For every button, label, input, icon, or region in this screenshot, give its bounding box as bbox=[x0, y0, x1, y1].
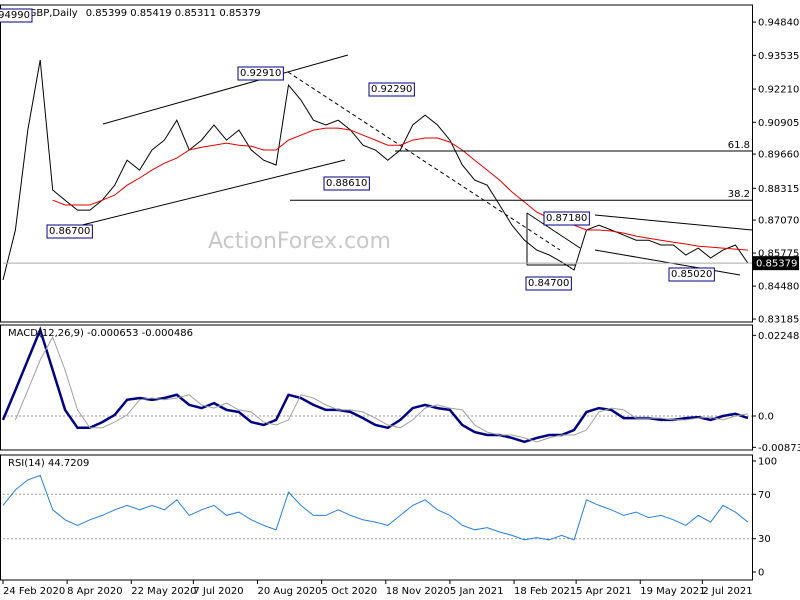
annotation-box bbox=[0, 8, 33, 23]
annotation-box bbox=[46, 224, 93, 239]
x-tick-label: 22 May 2020 bbox=[131, 586, 196, 597]
y-tick-label: 70 bbox=[758, 490, 771, 501]
x-tick-label: 8 Apr 2020 bbox=[67, 586, 122, 597]
y-tick-label: 0.90905 bbox=[758, 118, 799, 129]
trend-line bbox=[69, 159, 346, 229]
annotation-box bbox=[668, 267, 715, 282]
last-price-tag bbox=[753, 256, 799, 271]
price-annotation: 0.86700 bbox=[46, 224, 93, 239]
panel-title: EURGBP,Daily bbox=[8, 8, 78, 19]
price-annotation: 0.85020 bbox=[668, 267, 715, 282]
fib-label: 61.8 bbox=[728, 140, 750, 151]
x-tick-label: 5 Oct 2020 bbox=[322, 586, 377, 597]
x-tick-label: 5 Apr 2021 bbox=[576, 586, 631, 597]
panel-subtitle: 0.85399 0.85419 0.85311 0.85379 bbox=[86, 8, 261, 19]
y-tick-label: 0 bbox=[758, 568, 764, 579]
price-annotation: 0.87180 bbox=[543, 211, 590, 226]
trend-lines bbox=[69, 54, 753, 276]
series-line bbox=[1, 326, 749, 444]
y-tick-label: -0.008736 bbox=[758, 443, 800, 454]
price-annotation: 0.94990 bbox=[0, 8, 33, 23]
panel-title: MACD(12,26,9) -0.000653 -0.000486 bbox=[8, 328, 193, 339]
y-tick-label: 0.022482 bbox=[758, 331, 800, 342]
annotation-box bbox=[237, 66, 284, 81]
y-tick-label: 0.92210 bbox=[758, 85, 799, 96]
trend-line bbox=[287, 71, 561, 251]
panel-frame bbox=[0, 454, 753, 581]
annotation-box bbox=[368, 82, 415, 97]
y-tick-label: 0.89660 bbox=[758, 150, 799, 161]
trend-line bbox=[102, 54, 349, 125]
trend-line bbox=[526, 212, 581, 249]
annotation-label: 0.92290 bbox=[371, 84, 412, 95]
annotation-label: 0.88610 bbox=[326, 178, 367, 189]
series-line bbox=[52, 127, 748, 251]
trend-line bbox=[594, 249, 741, 276]
y-tick-label: 0.84480 bbox=[758, 282, 799, 293]
y-tick-label: 30 bbox=[758, 534, 771, 545]
x-tick-label: 2 Jul 2021 bbox=[702, 586, 752, 597]
x-tick-label: 18 Nov 2020 bbox=[386, 586, 450, 597]
price-annotation: 0.84700 bbox=[525, 276, 572, 291]
annotation-box bbox=[323, 176, 370, 191]
watermark: ActionForex.com bbox=[208, 229, 391, 254]
price-annotation: 0.92290 bbox=[368, 82, 415, 97]
series-line bbox=[2, 59, 749, 281]
annotation-label: 0.84700 bbox=[528, 278, 569, 289]
series-line bbox=[14, 335, 748, 443]
y-tick-label: 0.94840 bbox=[758, 18, 799, 29]
y-tick-label: 0.0 bbox=[758, 411, 774, 422]
annotation-label: 0.85020 bbox=[671, 269, 712, 280]
x-tick-label: 7 Jul 2020 bbox=[193, 586, 243, 597]
price-annotation: 0.92910 bbox=[237, 66, 284, 81]
y-tick-label: 0.93535 bbox=[758, 51, 799, 62]
panel-frame bbox=[0, 4, 753, 323]
last-price-label: 0.85379 bbox=[756, 259, 797, 270]
price-annotation: 0.88610 bbox=[323, 176, 370, 191]
y-tick-label: 0.87070 bbox=[758, 216, 799, 227]
fib-label: 38.2 bbox=[728, 189, 750, 200]
annotation-box bbox=[543, 211, 590, 226]
panel-title: RSI(14) 44.7209 bbox=[8, 458, 89, 469]
x-tick-label: 19 May 2021 bbox=[640, 586, 705, 597]
panel-frame bbox=[0, 324, 753, 451]
annotation-label: 0.86700 bbox=[49, 226, 90, 237]
x-tick-label: 5 Jan 2021 bbox=[450, 586, 504, 597]
series-line bbox=[2, 474, 749, 541]
x-tick-label: 18 Feb 2021 bbox=[514, 586, 576, 597]
y-tick-label: 0.88315 bbox=[758, 184, 799, 195]
annotation-label: 0.94990 bbox=[0, 10, 30, 21]
y-tick-label: 100 bbox=[758, 456, 777, 467]
annotation-label: 0.92910 bbox=[240, 68, 281, 79]
trend-line bbox=[594, 214, 753, 231]
annotation-label: 0.87180 bbox=[546, 213, 587, 224]
y-tick-label: 0.83185 bbox=[758, 315, 799, 326]
annotation-box bbox=[525, 276, 572, 291]
y-tick-label: 0.85775 bbox=[758, 249, 799, 260]
x-tick-label: 20 Aug 2020 bbox=[257, 586, 321, 597]
x-tick-label: 24 Feb 2020 bbox=[3, 586, 65, 597]
